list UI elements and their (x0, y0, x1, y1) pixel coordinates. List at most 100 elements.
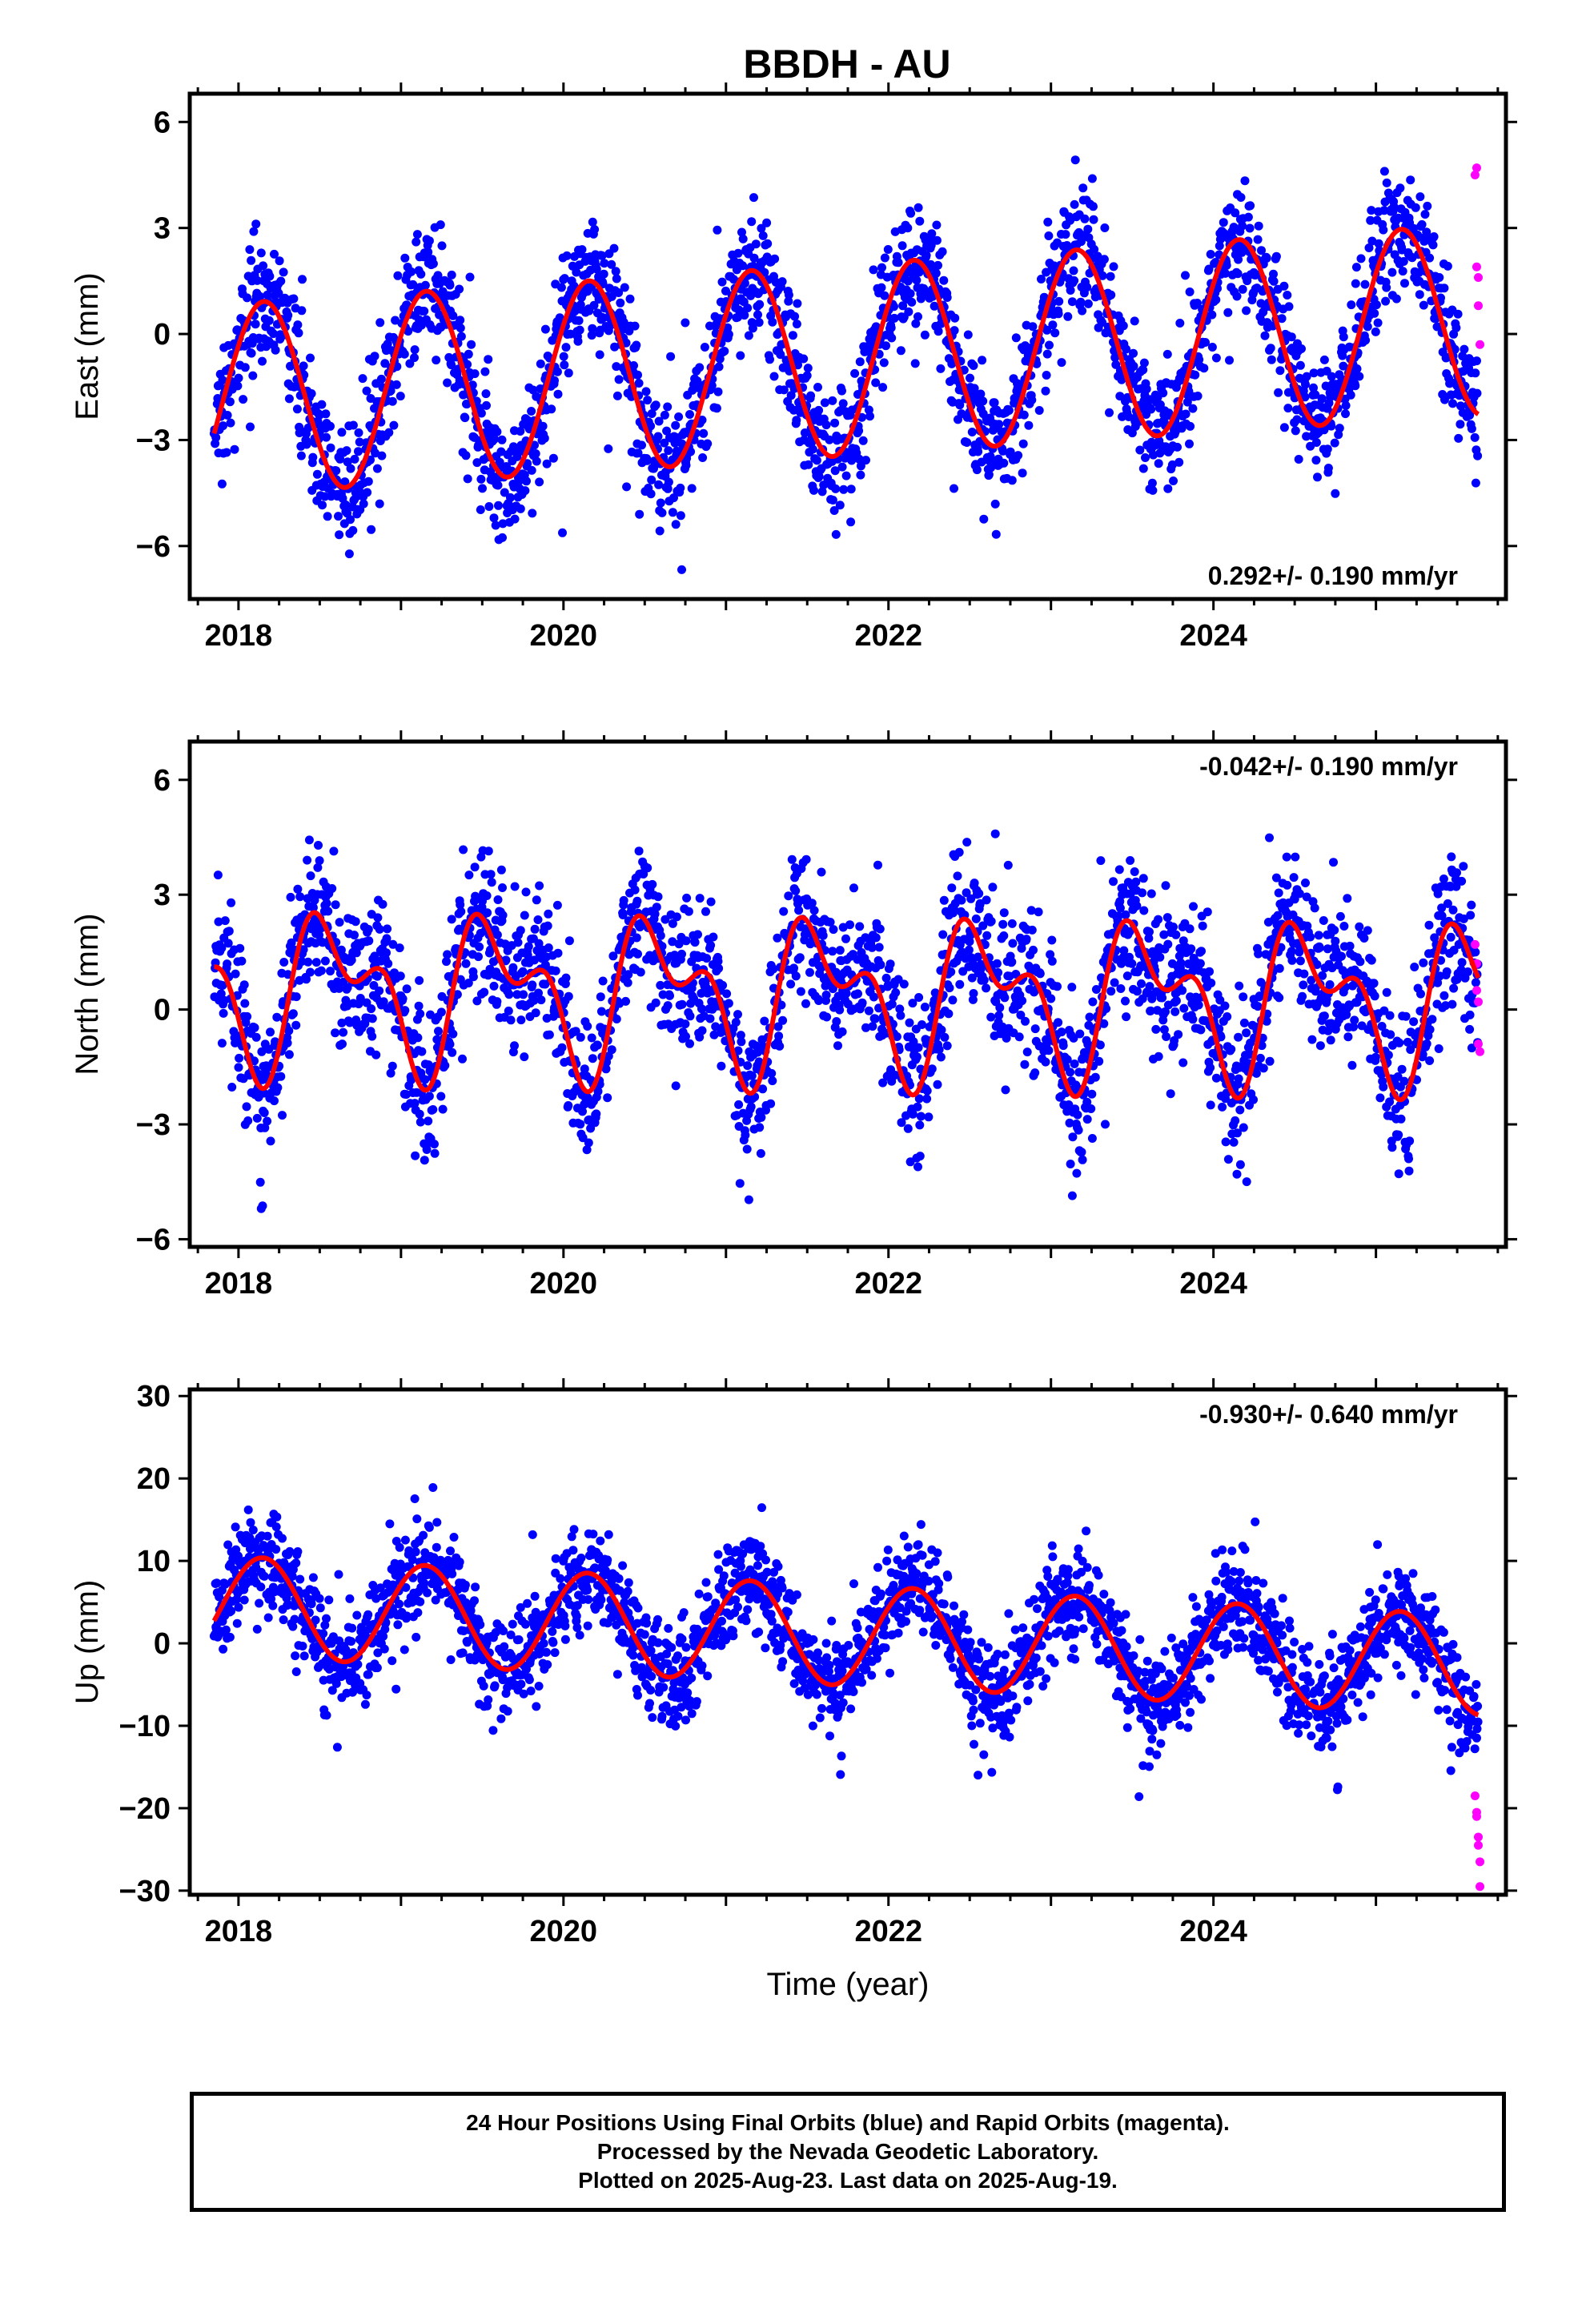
east-final-point (768, 317, 777, 327)
north-final-point (623, 978, 632, 987)
east-final-point (887, 333, 897, 343)
north-final-point (516, 1015, 526, 1025)
east-final-point (1186, 421, 1195, 431)
east-final-point (913, 312, 922, 321)
east-final-point (984, 470, 994, 480)
east-final-point (482, 400, 491, 410)
north-final-point (938, 930, 948, 939)
north-final-point (1189, 902, 1198, 911)
north-final-points (210, 829, 1483, 1213)
east-final-point (243, 293, 252, 303)
east-final-point (814, 405, 824, 415)
east-final-point (268, 329, 278, 339)
east-final-point (1061, 230, 1070, 239)
east-final-point (677, 565, 686, 574)
north-final-point (231, 969, 240, 979)
east-final-point (375, 318, 385, 328)
east-final-point (1233, 269, 1243, 279)
north-final-point (571, 1027, 580, 1036)
east-final-point (274, 288, 283, 298)
east-final-point (1139, 358, 1149, 368)
east-final-point (883, 245, 893, 254)
north-final-point (576, 1120, 585, 1129)
east-final-point (676, 483, 685, 493)
north-final-point (1067, 1191, 1077, 1200)
east-final-point (558, 528, 567, 537)
east-final-point (251, 320, 260, 329)
north-final-point (1207, 979, 1216, 987)
east-final-point (1154, 459, 1163, 468)
east-final-point (1054, 309, 1063, 319)
east-final-point (506, 493, 515, 502)
north-final-point (946, 967, 956, 977)
east-final-point (297, 306, 307, 316)
east-final-point (828, 396, 837, 405)
east-final-point (1169, 476, 1178, 485)
east-final-point (738, 261, 748, 271)
north-final-point (219, 1008, 228, 1018)
east-final-point (322, 432, 331, 442)
east-final-point (1105, 408, 1114, 417)
north-final-point (1234, 1074, 1243, 1084)
north-final-point (534, 988, 543, 998)
east-final-point (555, 313, 564, 323)
east-final-point (698, 453, 708, 462)
north-final-point (1235, 1160, 1245, 1169)
east-final-point (1351, 381, 1360, 391)
north-final-point (582, 1145, 592, 1155)
east-final-point (612, 362, 621, 372)
east-final-point (1335, 424, 1344, 433)
north-final-point (1114, 865, 1124, 875)
north-final-point (1132, 901, 1142, 911)
north-final-point (1355, 922, 1364, 931)
east-final-point (804, 460, 813, 469)
north-final-point (653, 892, 663, 902)
east-rapid-point (1473, 272, 1483, 282)
east-final-point (1452, 323, 1461, 332)
north-final-point (1239, 1018, 1249, 1027)
east-final-point (211, 432, 221, 442)
north-final-point (217, 1039, 227, 1048)
east-final-point (597, 251, 607, 260)
east-x-tick-label: 2022 (854, 619, 922, 653)
north-final-point (1086, 1104, 1096, 1113)
east-final-point (1283, 404, 1293, 413)
east-x-tick-label: 2020 (530, 619, 598, 653)
east-final-point (622, 482, 632, 492)
north-final-point (672, 912, 681, 922)
north-final-point (652, 903, 661, 912)
north-final-point (1215, 995, 1225, 1005)
north-final-point (1422, 1039, 1431, 1048)
east-final-point (307, 389, 316, 398)
east-final-point (465, 272, 475, 282)
north-final-point (415, 975, 424, 985)
east-final-point (252, 275, 262, 285)
east-final-point (320, 492, 330, 501)
east-final-point (445, 280, 455, 290)
east-final-point (1379, 225, 1388, 235)
north-final-point (632, 933, 641, 943)
north-final-point (266, 1027, 275, 1037)
east-final-point (1439, 283, 1449, 293)
east-final-point (400, 253, 410, 263)
east-final-point (510, 514, 520, 524)
north-final-point (643, 863, 652, 873)
east-final-point (738, 234, 748, 243)
east-final-point (600, 259, 609, 268)
east-final-point (846, 485, 856, 494)
east-final-point (697, 416, 707, 424)
north-final-point (520, 911, 529, 920)
east-final-point (607, 259, 616, 269)
north-final-point (1379, 1006, 1389, 1015)
east-final-point (1193, 299, 1202, 308)
east-final-point (762, 218, 772, 227)
north-final-point (448, 1029, 458, 1039)
north-final-point (705, 1014, 715, 1023)
east-final-point (284, 394, 294, 404)
north-final-point (1223, 1155, 1233, 1164)
north-final-point (1073, 1110, 1082, 1120)
north-final-point (520, 1052, 529, 1062)
east-final-point (841, 471, 851, 480)
north-final-point (1337, 951, 1346, 961)
